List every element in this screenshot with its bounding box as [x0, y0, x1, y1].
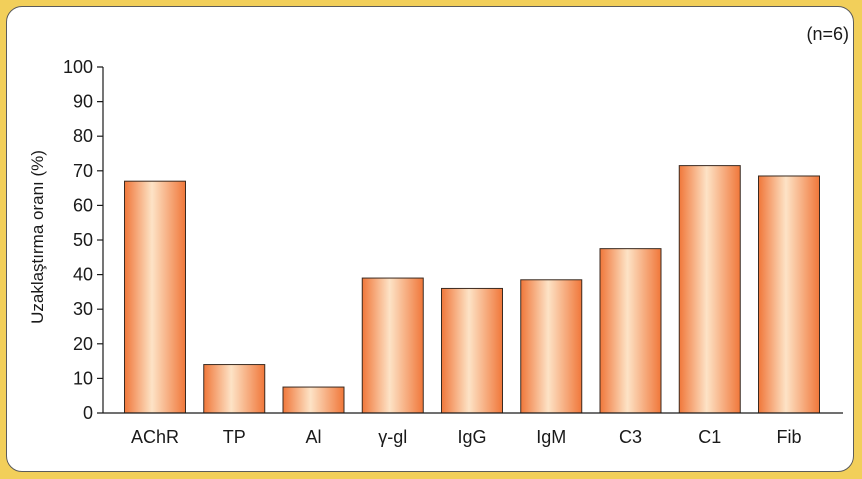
- y-axis: 0 10 20 30 40 50 60 70 80 90 100: [63, 57, 104, 423]
- y-tick-label: 70: [73, 161, 93, 181]
- x-category-label: IgM: [536, 427, 566, 447]
- y-tick-label: 60: [73, 195, 93, 215]
- bar-9: [758, 175, 820, 414]
- x-category-label: γ-gl: [378, 427, 407, 447]
- y-axis-title: Uzaklaştırma oranı (%): [28, 150, 47, 324]
- x-category-label: AChR: [131, 427, 179, 447]
- bar-6: [520, 279, 583, 414]
- x-category-label: Al: [305, 427, 321, 447]
- x-category-label: Fib: [776, 427, 801, 447]
- y-tick-label: 50: [73, 230, 93, 250]
- bar-3: [282, 386, 345, 414]
- x-category-label: TP: [223, 427, 246, 447]
- y-tick-label: 80: [73, 126, 93, 146]
- bar-4: [361, 277, 424, 414]
- x-category-label: C1: [698, 427, 721, 447]
- sample-size-annotation: (n=6): [806, 24, 849, 44]
- x-axis: AChR TP Al γ-gl IgG IgM C3 C1 Fib: [103, 412, 843, 447]
- bar-chart: 0 10 20 30 40 50 60 70 80 90 100 AChR TP Al γ-gl IgG Ig…: [28, 24, 849, 447]
- bar-5: [441, 287, 503, 414]
- y-tick-label: 100: [63, 57, 93, 77]
- y-tick-label: 40: [73, 265, 93, 285]
- x-category-label: IgG: [457, 427, 486, 447]
- chart-panel: 0 10 20 30 40 50 60 70 80 90 100 AChR TP Al γ-gl IgG Ig…: [6, 6, 854, 472]
- y-tick-label: 30: [73, 299, 93, 319]
- y-tick-label: 0: [83, 403, 93, 423]
- y-tick-label: 10: [73, 368, 93, 388]
- bar-1: [124, 180, 186, 414]
- y-tick-label: 90: [73, 92, 93, 112]
- bar-2: [203, 364, 266, 414]
- bar-7: [599, 248, 662, 414]
- bar-8: [678, 165, 741, 414]
- x-category-label: C3: [619, 427, 642, 447]
- y-tick-label: 20: [73, 334, 93, 354]
- bars: [124, 165, 820, 414]
